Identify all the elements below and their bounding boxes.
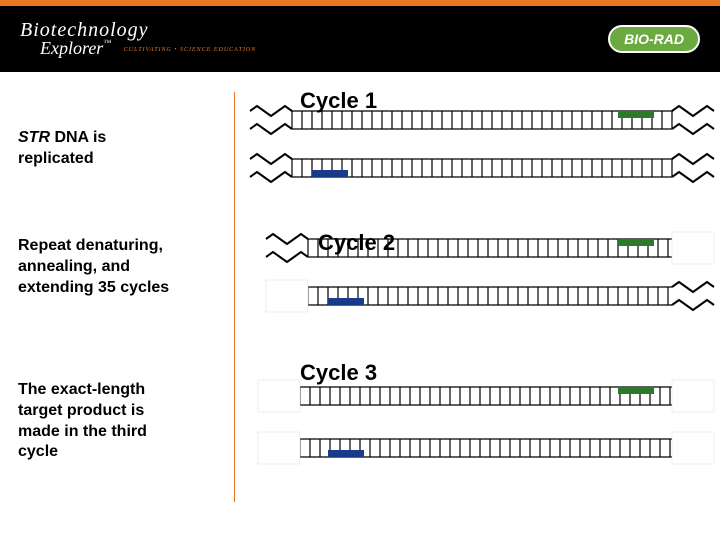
cycle-title-3: Cycle 3 — [300, 360, 377, 386]
logo-tagline: CULTIVATING • SCIENCE EDUCATION — [124, 47, 257, 53]
left-caption-0: STR DNA isreplicated — [18, 128, 228, 170]
left-caption-1: Repeat denaturing,annealing, andextendin… — [18, 236, 228, 298]
vertical-divider — [234, 92, 235, 502]
cycle-title-2: Cycle 2 — [318, 230, 395, 256]
cycle-title-1: Cycle 1 — [300, 88, 377, 114]
logo-explorer-text: Explorer™ CULTIVATING • SCIENCE EDUCATIO… — [40, 38, 256, 59]
header-bar: Biotechnology Explorer™ CULTIVATING • SC… — [0, 6, 720, 72]
biotech-explorer-logo: Biotechnology Explorer™ CULTIVATING • SC… — [20, 19, 256, 59]
biorad-logo: BIO-RAD — [608, 25, 700, 53]
left-caption-2: The exact-lengthtarget product ismade in… — [18, 380, 228, 463]
